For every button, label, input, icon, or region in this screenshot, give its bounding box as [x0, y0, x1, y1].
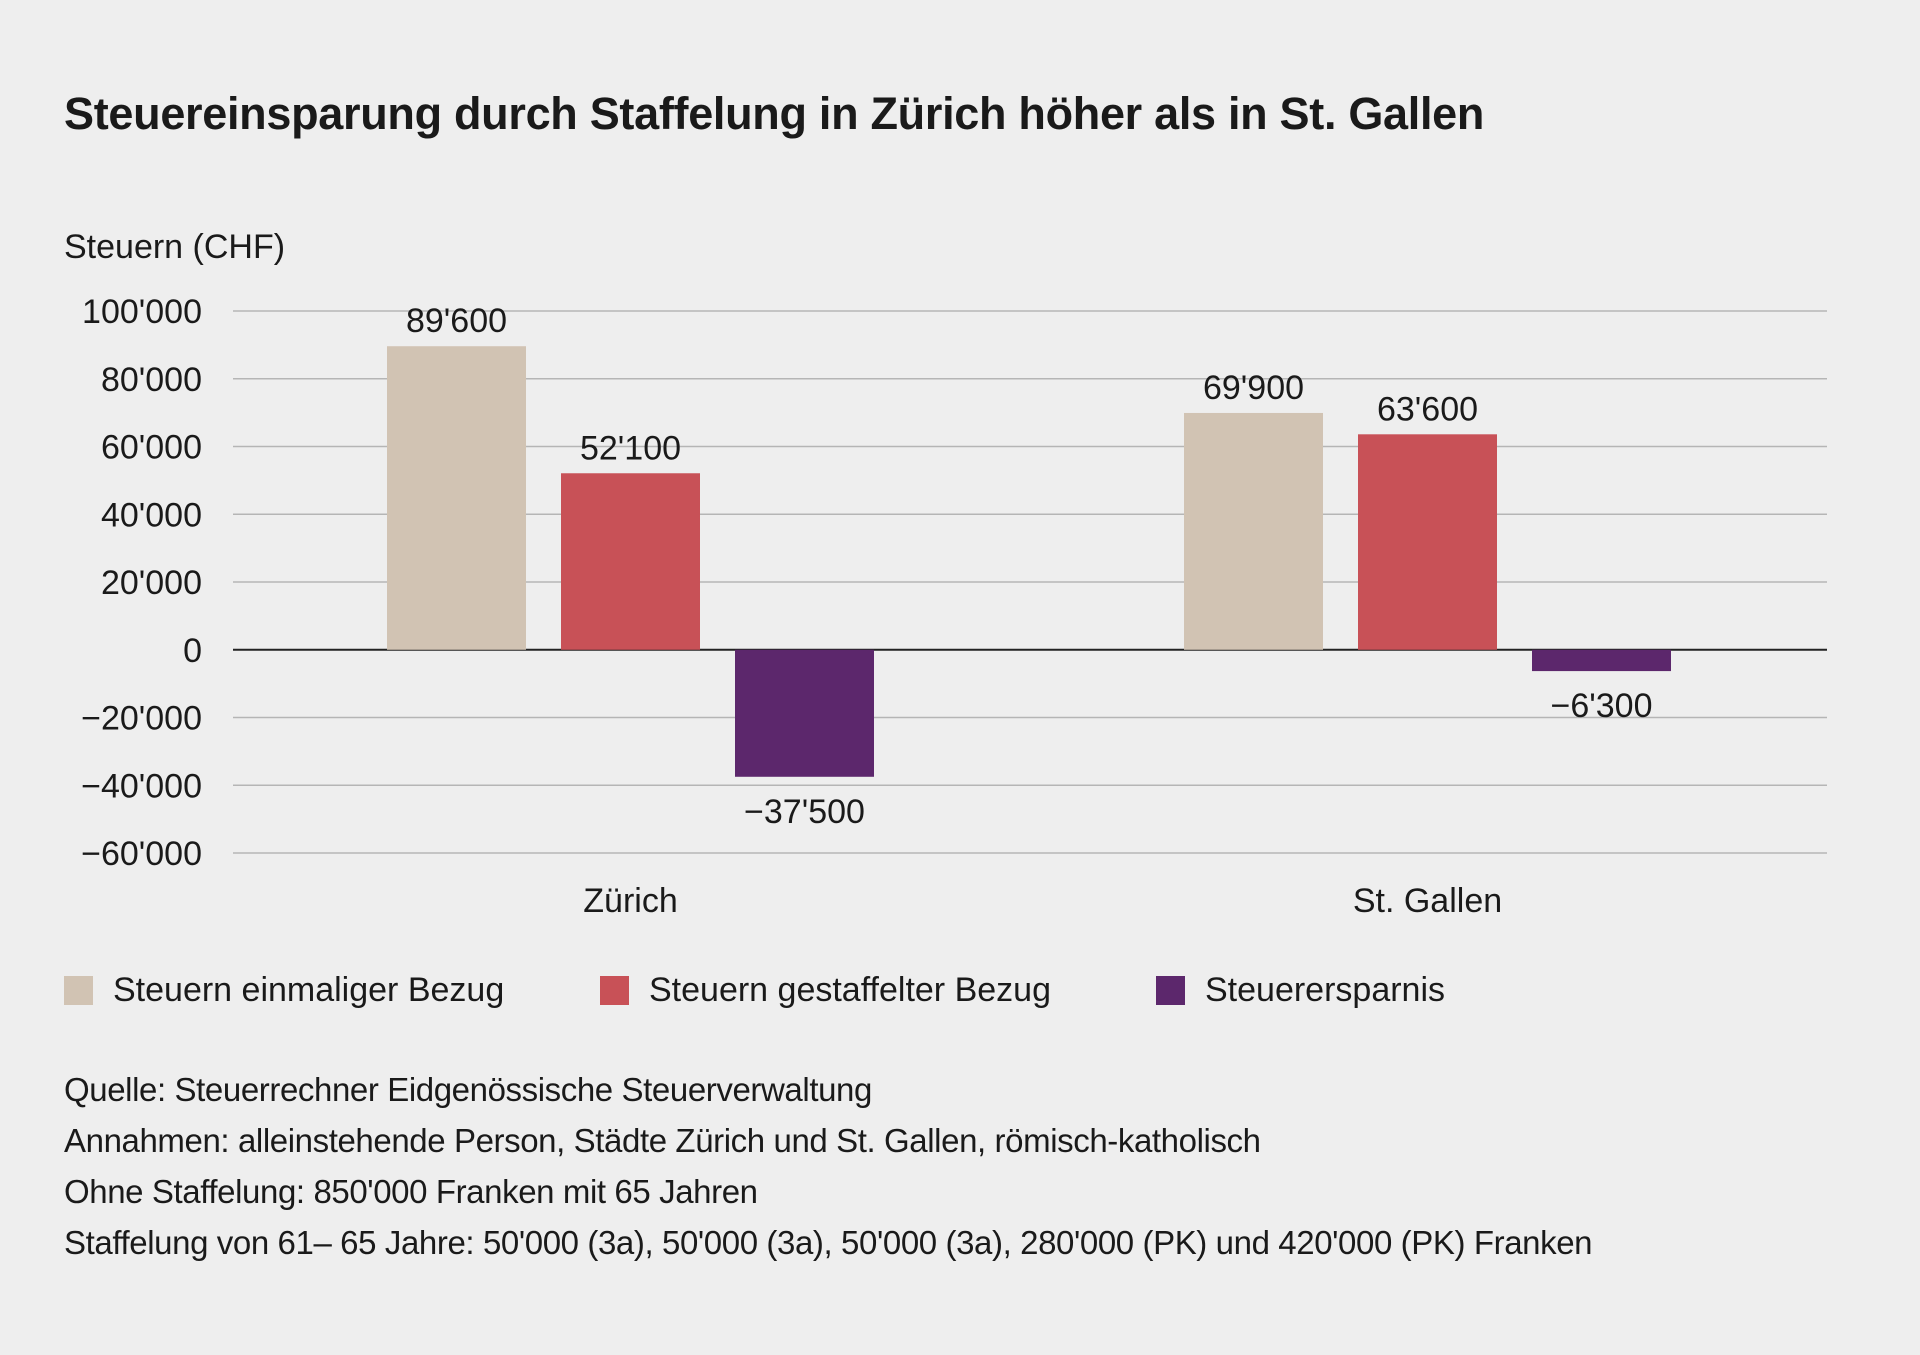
y-tick-label: −20'000 [81, 700, 202, 738]
legend-item: Steuern gestaffelter Bezug [600, 971, 1051, 1010]
y-tick-label: 0 [183, 632, 202, 670]
data-label: −6'300 [1551, 687, 1653, 725]
y-tick-label: 60'000 [101, 429, 202, 467]
bar-chart: Steuern (CHF) 100'000 80'000 60'000 40'000 2… [64, 228, 1827, 920]
legend-label: Steuern einmaliger Bezug [113, 971, 505, 1009]
legend-swatch [1156, 976, 1185, 1005]
category-label: St. Gallen [1353, 882, 1502, 920]
data-label: 89'600 [406, 302, 507, 340]
data-label: −37'500 [744, 793, 865, 831]
legend-swatch [600, 976, 629, 1005]
legend-item: Steuern einmaliger Bezug [64, 971, 504, 1010]
bar [561, 473, 700, 650]
no-staggering-note: Ohne Staffelung: 850'000 Franken mit 65 … [64, 1173, 758, 1210]
bar [735, 649, 874, 777]
y-tick-label: −40'000 [81, 767, 202, 805]
source-note: Quelle: Steuerrechner Eidgenössische Ste… [64, 1071, 872, 1108]
y-tick-label: 80'000 [101, 361, 202, 399]
y-tick-label: 40'000 [101, 496, 202, 534]
data-label: 52'100 [580, 429, 681, 467]
y-tick-label: −60'000 [81, 835, 202, 873]
data-label: 69'900 [1203, 369, 1304, 407]
legend-label: Steuern gestaffelter Bezug [649, 971, 1051, 1009]
bar [1532, 649, 1671, 672]
bar [1184, 412, 1323, 650]
chart-title: Steuereinsparung durch Staffelung in Zür… [64, 88, 1485, 139]
category-label: Zürich [583, 882, 677, 920]
y-tick-label: 100'000 [82, 293, 202, 331]
staggering-note: Staffelung von 61– 65 Jahre: 50'000 (3a)… [64, 1224, 1593, 1261]
data-label: 63'600 [1377, 390, 1478, 428]
bar [387, 346, 526, 650]
legend-swatch [64, 976, 93, 1005]
legend-item: Steuerersparnis [1156, 971, 1445, 1010]
y-tick-label: 20'000 [101, 564, 202, 602]
bar [1358, 434, 1497, 650]
legend-label: Steuerersparnis [1205, 971, 1446, 1009]
assumptions-note: Annahmen: alleinstehende Person, Städte … [64, 1122, 1261, 1159]
y-axis-label: Steuern (CHF) [64, 228, 285, 266]
